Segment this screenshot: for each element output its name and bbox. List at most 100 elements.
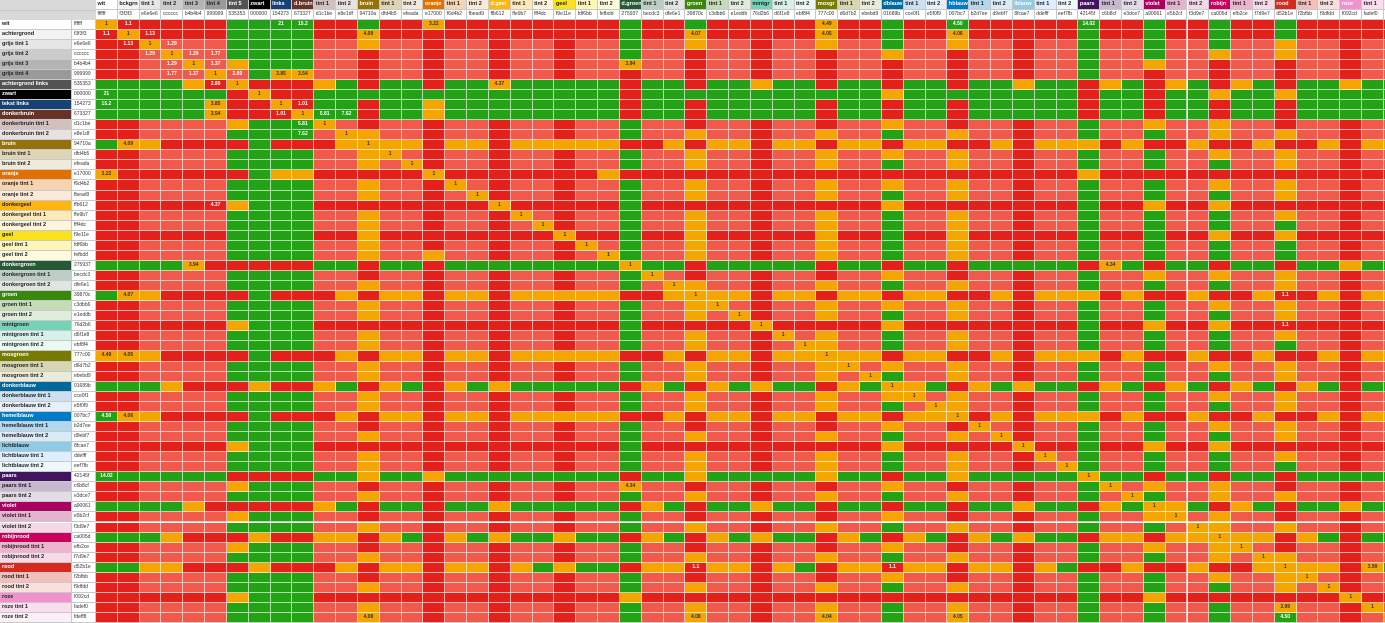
matrix-cell: [1078, 411, 1101, 422]
matrix-cell: [1383, 230, 1385, 241]
matrix-cell: [423, 411, 446, 422]
matrix-cell: [729, 260, 751, 271]
matrix-cell: [1143, 110, 1166, 121]
matrix-cell: [991, 492, 1013, 503]
matrix-cell: [445, 411, 468, 422]
matrix-cell: [969, 260, 992, 271]
matrix-cell: [445, 522, 468, 533]
matrix-cell: [270, 421, 293, 432]
matrix-cell: [903, 271, 926, 282]
matrix-cell: [379, 99, 402, 111]
matrix-cell: [1296, 49, 1319, 60]
matrix-cell: [881, 200, 904, 211]
matrix-cell: [1296, 260, 1319, 271]
matrix-cell: [1231, 99, 1253, 111]
matrix-cell: 1: [1252, 552, 1275, 563]
matrix-cell: [576, 140, 599, 151]
row-hex: fdeff8: [72, 613, 96, 623]
matrix-cell: [445, 89, 468, 100]
matrix-cell: [401, 331, 424, 342]
matrix-cell: [1122, 301, 1144, 312]
matrix-cell: [1012, 311, 1035, 322]
matrix-cell: [1296, 502, 1319, 513]
matrix-cell: [685, 250, 708, 261]
matrix-cell: [750, 29, 773, 40]
matrix-cell: [1078, 552, 1101, 563]
matrix-cell: [641, 321, 664, 332]
matrix-cell: [925, 140, 948, 151]
matrix-cell: [423, 281, 446, 292]
matrix-cell: [619, 110, 642, 121]
matrix-cell: [1340, 311, 1363, 322]
matrix-cell: [707, 180, 730, 191]
matrix-cell: [117, 401, 140, 412]
matrix-cell: [707, 321, 730, 332]
matrix-cell: [1143, 602, 1166, 614]
matrix-cell: [205, 442, 227, 453]
row-hex: f2bfbb: [72, 572, 96, 583]
matrix-cell: [969, 79, 992, 90]
matrix-cell: [183, 381, 206, 392]
matrix-cell: [1056, 140, 1079, 151]
matrix-cell: [860, 391, 882, 402]
matrix-cell: [248, 462, 271, 473]
matrix-cell: 3.22: [423, 19, 446, 30]
column-header: tint 2: [1252, 0, 1275, 10]
matrix-cell: [488, 220, 511, 231]
matrix-cell: [1143, 220, 1166, 231]
matrix-cell: [1187, 552, 1210, 563]
matrix-cell: [794, 271, 817, 282]
matrix-cell: [1187, 411, 1210, 422]
matrix-cell: [96, 602, 118, 614]
matrix-cell: [576, 462, 599, 473]
row-hex: e1eddb: [72, 311, 96, 322]
matrix-cell: [270, 512, 293, 523]
matrix-cell: [1209, 442, 1232, 453]
matrix-cell: [1274, 240, 1297, 251]
matrix-cell: [139, 582, 162, 593]
matrix-cell: [183, 190, 206, 201]
matrix-cell: 21: [270, 19, 293, 30]
matrix-cell: [510, 452, 533, 463]
matrix-cell: [838, 291, 861, 302]
matrix-cell: [292, 472, 315, 483]
matrix-cell: [598, 421, 620, 432]
matrix-cell: [336, 281, 358, 292]
column-header: tint 1: [576, 0, 599, 10]
matrix-cell: 4.50: [947, 19, 970, 30]
matrix-cell: [510, 381, 533, 392]
matrix-cell: [1143, 391, 1166, 402]
matrix-cell: [881, 472, 904, 483]
matrix-cell: [685, 421, 708, 432]
matrix-cell: [401, 502, 424, 513]
row-header: grijs tint 4: [0, 69, 72, 80]
matrix-cell: [794, 442, 817, 453]
matrix-cell: [729, 291, 751, 302]
matrix-cell: [1362, 271, 1384, 282]
matrix-cell: [598, 371, 620, 382]
matrix-cell: 4.50: [96, 411, 118, 422]
matrix-cell: [1165, 522, 1188, 533]
matrix-cell: [161, 482, 184, 493]
matrix-cell: [270, 401, 293, 412]
matrix-cell: [685, 341, 708, 352]
row-header: donkerbruin tint 1: [0, 120, 72, 131]
matrix-cell: [292, 89, 315, 100]
matrix-cell: [1056, 472, 1079, 483]
matrix-cell: [619, 180, 642, 191]
matrix-cell: [467, 250, 489, 261]
matrix-cell: [314, 421, 337, 432]
matrix-cell: [401, 79, 424, 90]
matrix-cell: [1252, 462, 1275, 473]
matrix-cell: [750, 411, 773, 422]
matrix-cell: [1296, 120, 1319, 131]
matrix-cell: [1187, 572, 1210, 583]
matrix-cell: [379, 452, 402, 463]
matrix-cell: [314, 240, 337, 251]
column-hex: cccccc: [161, 10, 184, 20]
matrix-cell: [1340, 411, 1363, 422]
matrix-cell: [1143, 542, 1166, 553]
matrix-cell: [1034, 120, 1057, 131]
matrix-cell: [794, 472, 817, 483]
matrix-cell: [1252, 361, 1275, 372]
